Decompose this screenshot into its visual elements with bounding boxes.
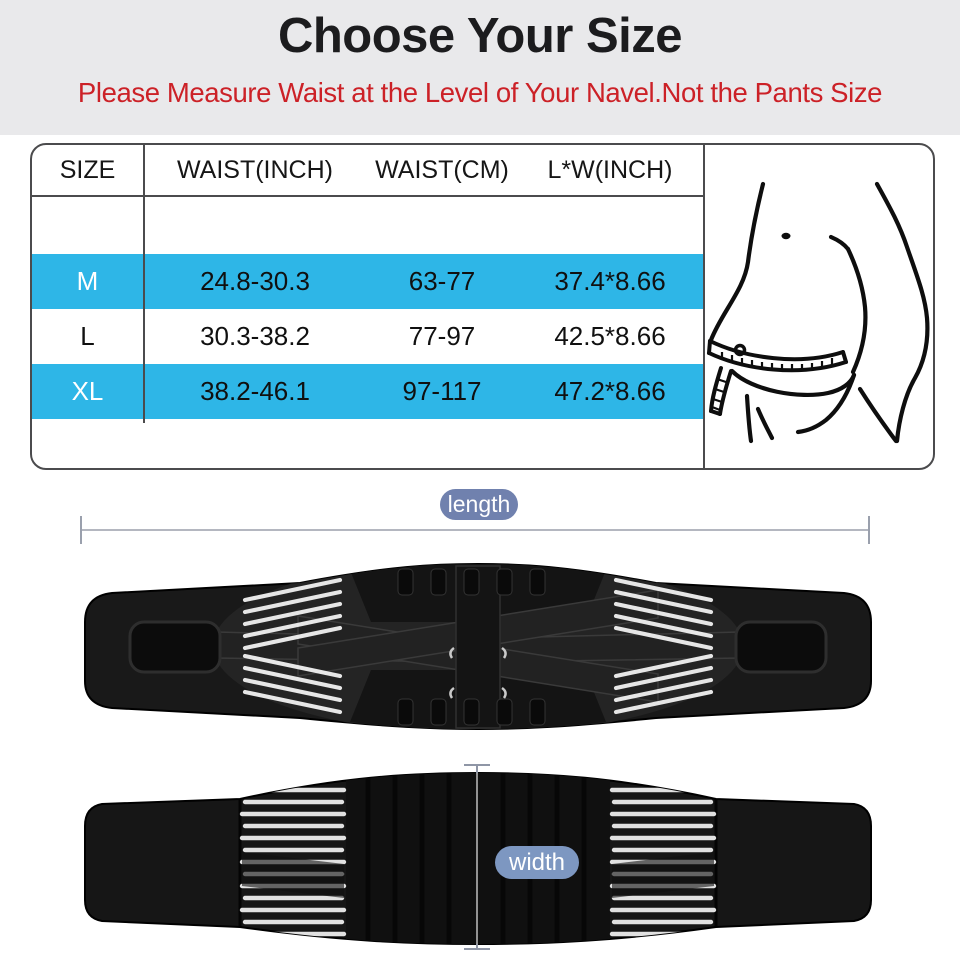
torso-leg-crease bbox=[755, 406, 775, 441]
length-tick-right bbox=[868, 516, 870, 544]
torso-back-arm-line bbox=[874, 181, 930, 444]
velcro-tab-right bbox=[734, 620, 828, 674]
cell-waist-cm: 77-97 bbox=[408, 321, 476, 351]
table-row-l: L 30.3-38.2 77-97 42.5*8.66 bbox=[32, 309, 703, 364]
torso-front-line bbox=[708, 181, 766, 343]
elastic-stripes bbox=[242, 577, 714, 715]
header-band: Choose Your Size Please Measure Waist at… bbox=[0, 0, 960, 135]
nipple-icon bbox=[781, 232, 791, 240]
torso-hip-line bbox=[795, 372, 857, 435]
cell-size: M bbox=[76, 266, 99, 296]
header-size: SIZE bbox=[59, 155, 116, 184]
cell-waist-cm: 97-117 bbox=[402, 376, 482, 406]
torso-inner-arm-line bbox=[845, 246, 868, 375]
tape-tick-marks bbox=[711, 352, 834, 412]
width-label: width bbox=[495, 846, 579, 879]
header-lw-inch: L*W(INCH) bbox=[547, 155, 673, 184]
illustration-divider bbox=[703, 145, 705, 468]
torso-thigh-line bbox=[744, 393, 754, 444]
length-label: length bbox=[440, 489, 518, 520]
torso-forearm-line bbox=[857, 386, 899, 444]
torso-armpit-line bbox=[828, 234, 851, 252]
cell-waist-inch: 38.2-46.1 bbox=[200, 376, 310, 406]
length-tick-left bbox=[80, 516, 82, 544]
velcro-tab-left bbox=[128, 620, 222, 674]
belt-front-view-image bbox=[84, 764, 872, 950]
table-row-m: M 24.8-30.3 63-77 37.4*8.66 bbox=[32, 254, 703, 309]
cell-size: L bbox=[80, 321, 95, 351]
header-waist-cm: WAIST(CM) bbox=[375, 155, 509, 184]
cell-lw-inch: 47.2*8.66 bbox=[554, 376, 666, 406]
metal-hooks bbox=[449, 646, 507, 699]
cell-size: XL bbox=[71, 376, 104, 406]
length-dimension-line bbox=[81, 529, 869, 531]
torso-underbelly-line bbox=[729, 368, 857, 397]
webbing-slots bbox=[397, 568, 546, 726]
cell-lw-inch: 42.5*8.66 bbox=[554, 321, 666, 351]
size-table-panel: SIZE WAIST(INCH) WAIST(CM) L*W(INCH) M 2… bbox=[30, 143, 935, 470]
belt-back-view-image bbox=[84, 562, 872, 731]
torso-measurement-illustration bbox=[707, 181, 930, 444]
header-waist-inch: WAIST(INCH) bbox=[177, 155, 333, 184]
cell-waist-cm: 63-77 bbox=[408, 266, 476, 296]
measuring-tape-icon bbox=[707, 339, 848, 416]
cell-waist-inch: 24.8-30.3 bbox=[200, 266, 310, 296]
table-row-xl: XL 38.2-46.1 97-117 47.2*8.66 bbox=[32, 364, 703, 419]
page-title: Choose Your Size bbox=[277, 9, 683, 63]
size-table-header-row: SIZE WAIST(INCH) WAIST(CM) L*W(INCH) bbox=[32, 145, 703, 197]
size-column-divider bbox=[143, 145, 145, 423]
width-dimension-line bbox=[464, 764, 490, 950]
measure-instruction: Please Measure Waist at the Level of You… bbox=[77, 77, 883, 108]
cell-lw-inch: 37.4*8.66 bbox=[554, 266, 666, 296]
navel-icon bbox=[733, 343, 747, 357]
cell-waist-inch: 30.3-38.2 bbox=[200, 321, 310, 351]
